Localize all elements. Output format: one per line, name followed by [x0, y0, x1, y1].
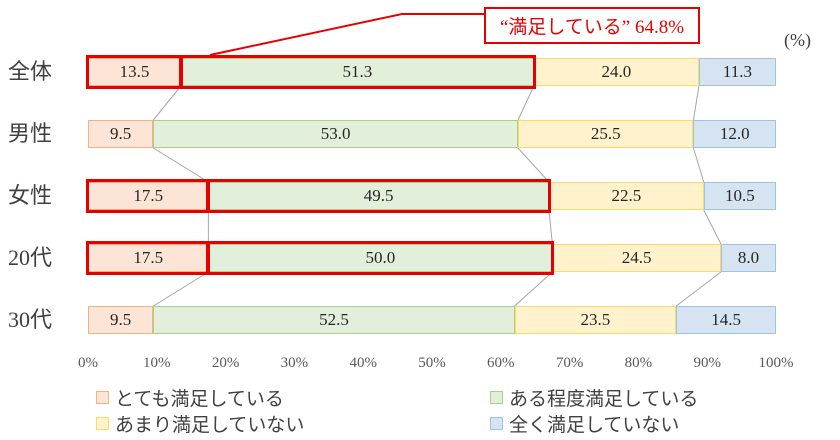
legend-label: 全く満足していない: [509, 415, 680, 436]
bar-segment: 10.5: [703, 182, 776, 210]
x-axis-tick-label: 60%: [487, 355, 515, 371]
category-label: 女性: [8, 183, 53, 208]
series-connector-line: [153, 271, 209, 307]
legend-swatch-icon: [96, 417, 109, 430]
bar-segment: 9.5: [88, 120, 154, 148]
bar-segment: 11.3: [698, 58, 776, 86]
bar-segment: 13.5: [88, 58, 181, 86]
category-label: 全体: [8, 59, 53, 84]
x-axis-tick-label: 0%: [78, 355, 98, 371]
bar-segment: 23.5: [514, 306, 677, 334]
bar-segment: 17.5: [88, 182, 209, 210]
x-axis-tick-label: 90%: [693, 355, 721, 371]
x-axis-tick-label: 20%: [211, 355, 240, 371]
bar-segment: 24.0: [533, 58, 699, 86]
bar-segment: 53.0: [153, 120, 518, 148]
series-connector-line: [153, 147, 209, 183]
category-label: 30代: [8, 307, 53, 332]
bar-segment: 51.3: [180, 58, 534, 86]
series-connector-line: [517, 85, 535, 121]
legend-swatch-icon: [490, 391, 503, 404]
legend-label: あまり満足していない: [115, 415, 305, 436]
legend-item: あまり満足していない: [96, 410, 304, 437]
series-connector-line: [692, 85, 700, 121]
bar-segment: 22.5: [548, 182, 704, 210]
legend-swatch-icon: [96, 391, 109, 404]
series-connector-line: [703, 209, 722, 245]
bar-segment: 17.5: [88, 244, 209, 272]
series-connector-line: [692, 147, 705, 183]
category-label: 20代: [8, 245, 53, 270]
bar-segment: 50.0: [208, 244, 553, 272]
x-axis-tick-label: 50%: [418, 355, 446, 371]
bar-segment: 52.5: [153, 306, 515, 334]
bar-segment: 49.5: [208, 182, 549, 210]
percent-unit-label: (%): [784, 30, 811, 50]
series-connector-line: [517, 147, 550, 183]
legend-item: 全く満足していない: [490, 410, 679, 437]
legend-swatch-icon: [490, 417, 503, 430]
annotation-callout-box: “満足している” 64.8%: [484, 7, 700, 44]
x-axis-tick-label: 10%: [143, 355, 171, 371]
legend-item: ある程度満足している: [490, 384, 698, 411]
bar-segment: 12.0: [693, 120, 776, 148]
series-connector-line: [514, 271, 553, 307]
series-connector-line: [675, 271, 722, 307]
category-label: 男性: [8, 121, 53, 146]
series-connector-line: [152, 85, 182, 121]
bar-segment: 24.5: [552, 244, 721, 272]
bar-segment: 25.5: [518, 120, 694, 148]
x-axis-tick-label: 30%: [280, 355, 309, 371]
series-connector-line: [548, 209, 553, 245]
legend-item: とても満足している: [96, 384, 284, 411]
annotation-callout-line: [209, 13, 484, 56]
x-axis-tick-label: 100%: [758, 355, 794, 371]
x-axis-tick-label: 70%: [555, 355, 584, 371]
bar-segment: 8.0: [720, 244, 776, 272]
legend-label: ある程度満足している: [509, 389, 699, 410]
x-axis-tick-label: 40%: [349, 355, 377, 371]
legend-label: とても満足している: [115, 389, 284, 410]
bar-segment: 14.5: [676, 306, 776, 334]
bar-segment: 9.5: [88, 306, 154, 334]
x-axis-tick-label: 80%: [624, 355, 653, 371]
